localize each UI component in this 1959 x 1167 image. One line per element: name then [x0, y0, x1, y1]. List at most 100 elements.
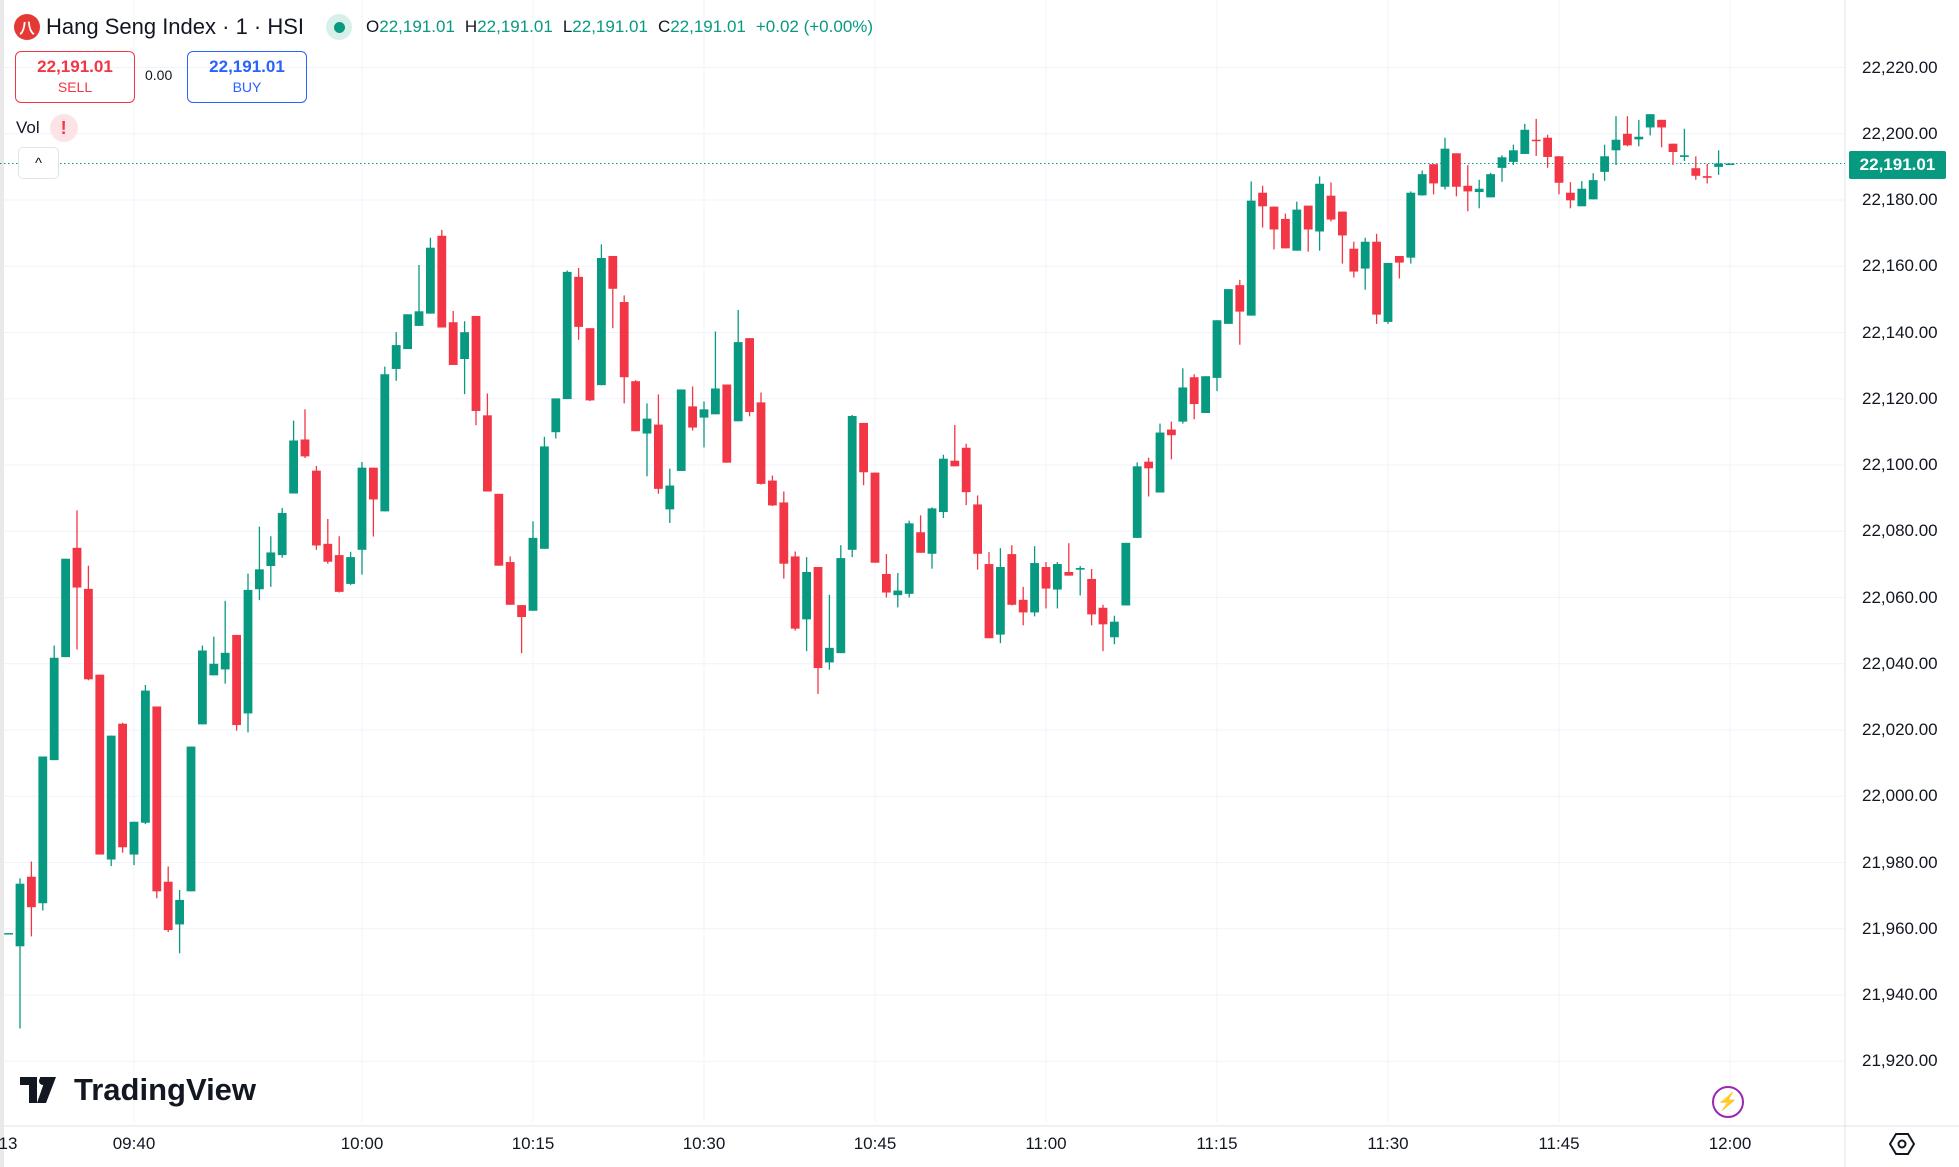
candle-body [1360, 241, 1370, 269]
candle-body [175, 899, 184, 925]
candle-body [608, 255, 618, 289]
candle-body [1224, 289, 1233, 324]
candle-body [1178, 387, 1188, 422]
chart-settings-icon[interactable] [1889, 1131, 1915, 1157]
price-axis-label: 21,940.00 [1862, 985, 1938, 1004]
price-axis-label: 22,020.00 [1862, 720, 1938, 739]
ohlc-legend: O22,191.01 H22,191.01 L22,191.01 C22,191… [366, 17, 873, 37]
lightning-icon[interactable]: ⚡ [1712, 1086, 1744, 1118]
candle-body [1623, 133, 1632, 146]
time-axis-label: 12:00 [1708, 1134, 1752, 1153]
tradingview-logo[interactable]: TradingView [20, 1072, 256, 1108]
candle-body [1007, 554, 1017, 605]
candle-body [1110, 621, 1119, 638]
sell-button[interactable]: 22,191.01 SELL [15, 51, 135, 103]
candle-body [711, 388, 720, 415]
candle-body [870, 472, 880, 563]
candle-body [1588, 180, 1598, 200]
tradingview-logo-icon [20, 1077, 56, 1103]
candle-body [1600, 156, 1609, 172]
candle-body [904, 523, 914, 594]
market-open-status-icon[interactable] [326, 14, 353, 40]
candle-body [243, 589, 253, 714]
candle-body [483, 415, 492, 492]
price-axis-label: 22,220.00 [1862, 57, 1938, 77]
candle-body [1053, 564, 1062, 590]
open-key: O [366, 17, 380, 36]
volume-indicator[interactable]: Vol ! [16, 114, 78, 142]
left-edge [0, 0, 4, 1167]
candle-body [517, 605, 526, 618]
candle-body [1566, 192, 1575, 201]
candle-body [1474, 188, 1484, 193]
candle-body [152, 706, 162, 892]
candle-body [471, 315, 481, 412]
symbol-title[interactable]: Hang Seng Index · 1 · HSI [46, 14, 305, 39]
high-key: H [464, 17, 478, 36]
candle-body [1657, 119, 1666, 128]
candle-body [357, 467, 367, 550]
chart-header: 八 Hang Seng Index · 1 · HSI O 22,191.01 H… [14, 10, 873, 44]
warning-icon[interactable]: ! [49, 114, 78, 142]
candle-body [551, 398, 561, 433]
candle-body [95, 674, 105, 855]
candle-body [1030, 563, 1039, 613]
candle-body [1531, 139, 1541, 142]
candle-body [1281, 218, 1290, 249]
candle-body [1691, 168, 1701, 176]
candle-body [106, 735, 116, 860]
candle-body [1189, 377, 1199, 405]
buy-button[interactable]: 22,191.01 BUY [187, 51, 307, 103]
candle-body [448, 322, 458, 365]
candle-body [312, 470, 321, 546]
candle-body [494, 493, 504, 566]
low-value: 22,191.01 [572, 17, 648, 36]
candle-body [1292, 209, 1302, 251]
candle-body [1201, 376, 1210, 413]
close-value: 22,191.01 [670, 17, 746, 36]
candle-body [562, 271, 572, 400]
candle-body [1543, 137, 1552, 157]
candle-body [1041, 567, 1051, 589]
candle-body [790, 556, 800, 629]
candle-body [1098, 607, 1108, 625]
price-axis-label: 22,140.00 [1862, 322, 1938, 342]
candle-body [722, 384, 732, 463]
candle-body [654, 424, 663, 489]
candle-body [597, 257, 606, 386]
time-axis-label: 10:30 [682, 1134, 726, 1153]
candle-body [1269, 206, 1279, 230]
candle-body [1497, 157, 1507, 168]
candle-body [1349, 248, 1359, 272]
candle-body [1611, 139, 1621, 151]
candle-body [676, 389, 686, 471]
time-axis-label: 10:00 [340, 1134, 384, 1153]
time-axis-label: 11:00 [1025, 1134, 1067, 1153]
hsi-logo-icon: 八 [14, 14, 40, 40]
candle-body [802, 571, 811, 620]
candle-body [141, 690, 150, 823]
candle-body [49, 657, 59, 761]
candle-body [220, 652, 230, 670]
candle-body [198, 650, 207, 725]
price-axis-label: 21,920.00 [1862, 1051, 1938, 1071]
candle-body [1577, 188, 1587, 207]
price-axis-label: 22,000.00 [1862, 786, 1938, 806]
candle-body [1144, 461, 1153, 469]
candle-body [369, 467, 378, 500]
candle-body [1132, 466, 1142, 538]
candle-body [1680, 155, 1689, 157]
candle-body [779, 502, 789, 564]
time-axis-label: 11:45 [1538, 1134, 1580, 1153]
candle-body [1018, 599, 1028, 613]
candle-body [323, 543, 333, 562]
candle-body [4, 933, 13, 935]
candle-body [1486, 174, 1495, 198]
candle-body [1440, 148, 1450, 187]
candle-body [1509, 150, 1518, 162]
candle-body [391, 345, 401, 369]
candle-body [334, 555, 344, 592]
candle-body [847, 415, 857, 550]
collapse-legend-button[interactable]: ^ [18, 147, 59, 179]
